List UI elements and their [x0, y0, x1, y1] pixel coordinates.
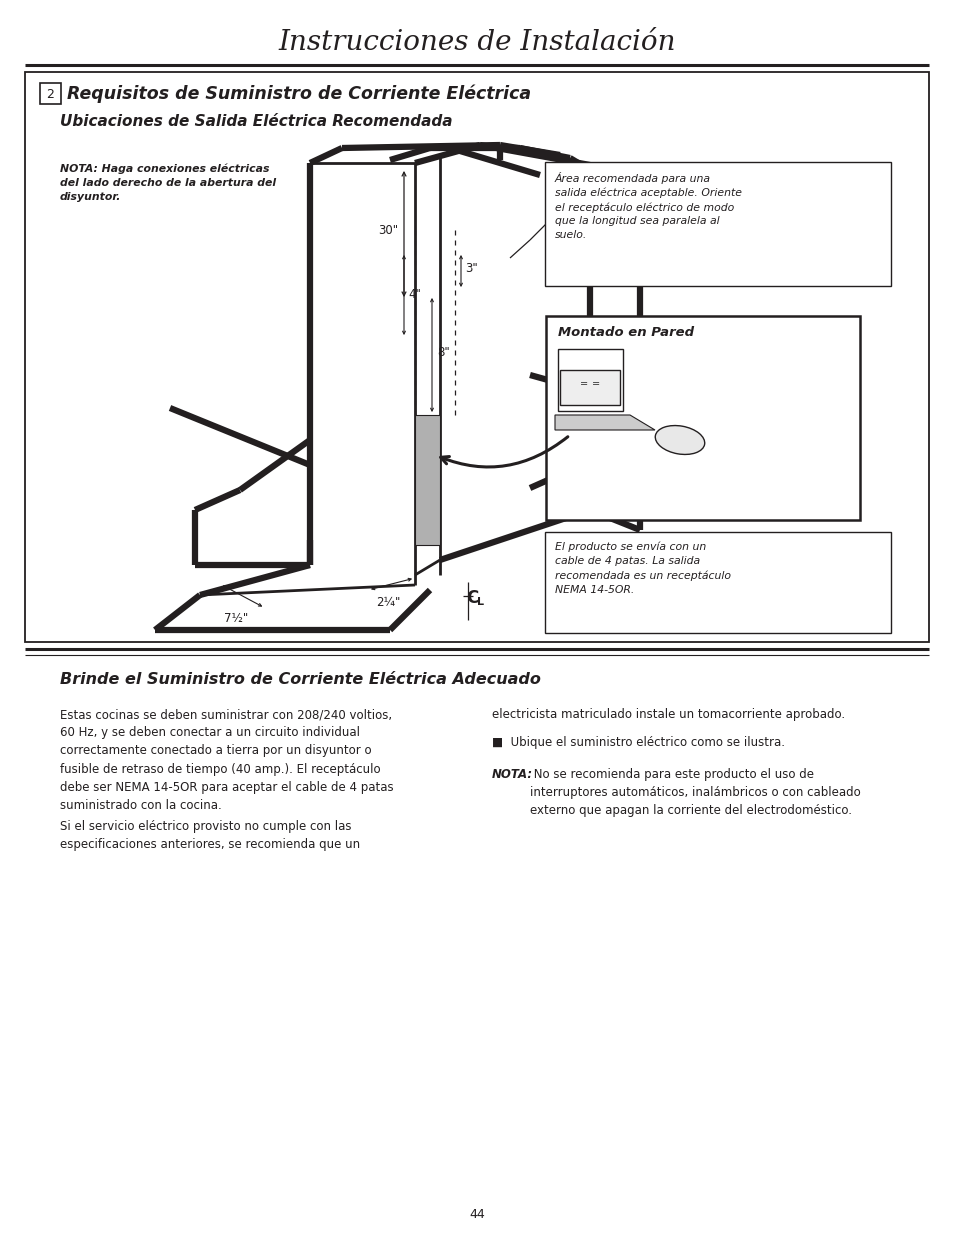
Text: Montado en Pared: Montado en Pared — [558, 326, 694, 338]
Ellipse shape — [655, 426, 704, 454]
Text: =: = — [592, 379, 599, 389]
Text: 2: 2 — [47, 88, 54, 100]
Text: Requisitos de Suministro de Corriente Eléctrica: Requisitos de Suministro de Corriente El… — [67, 85, 531, 104]
FancyBboxPatch shape — [545, 316, 859, 520]
FancyBboxPatch shape — [559, 370, 619, 405]
Text: Ubicaciones de Salida Eléctrica Recomendada: Ubicaciones de Salida Eléctrica Recomend… — [60, 115, 452, 130]
Polygon shape — [555, 415, 655, 430]
Text: Si el servicio eléctrico provisto no cumple con las
especificaciones anteriores,: Si el servicio eléctrico provisto no cum… — [60, 820, 359, 851]
Text: 3": 3" — [464, 262, 477, 274]
Text: 7½": 7½" — [224, 613, 248, 625]
Text: El producto se envía con un
cable de 4 patas. La salida
recomendada es un recept: El producto se envía con un cable de 4 p… — [555, 542, 730, 595]
Text: =: = — [579, 379, 587, 389]
Text: L: L — [477, 597, 484, 606]
Text: Instrucciones de Instalación: Instrucciones de Instalación — [278, 28, 675, 56]
Text: ■  Ubique el suministro eléctrico como se ilustra.: ■ Ubique el suministro eléctrico como se… — [492, 736, 784, 748]
Text: 44: 44 — [469, 1209, 484, 1221]
Text: 8": 8" — [436, 347, 449, 359]
Text: 2¼": 2¼" — [375, 597, 399, 609]
Text: NOTA:: NOTA: — [492, 768, 533, 781]
Text: 30": 30" — [377, 224, 397, 236]
Text: NOTA: Haga conexiones eléctricas
del lado derecho de la abertura del
disyuntor.: NOTA: Haga conexiones eléctricas del lad… — [60, 163, 275, 201]
Text: 4": 4" — [408, 289, 420, 301]
Text: Estas cocinas se deben suministrar con 208/240 voltios,
60 Hz, y se deben conect: Estas cocinas se deben suministrar con 2… — [60, 708, 394, 811]
Text: No se recomienda para este producto el uso de
interruptores automáticos, inalámb: No se recomienda para este producto el u… — [530, 768, 860, 818]
Text: C: C — [465, 589, 477, 606]
Text: Área recomendada para una
salida eléctrica aceptable. Oriente
el receptáculo elé: Área recomendada para una salida eléctri… — [555, 172, 741, 240]
Text: Brinde el Suministro de Corriente Eléctrica Adecuado: Brinde el Suministro de Corriente Eléctr… — [60, 672, 540, 687]
FancyBboxPatch shape — [544, 162, 890, 287]
FancyBboxPatch shape — [558, 350, 622, 411]
Text: electricista matriculado instale un tomacorriente aprobado.: electricista matriculado instale un toma… — [492, 708, 844, 721]
Polygon shape — [415, 415, 439, 545]
FancyBboxPatch shape — [544, 532, 890, 634]
